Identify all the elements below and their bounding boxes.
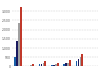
Bar	[81, 54, 83, 66]
Bar	[53, 65, 55, 66]
Bar	[32, 64, 34, 66]
Bar	[78, 59, 79, 66]
Bar	[44, 61, 46, 66]
Bar	[41, 64, 42, 66]
Bar	[14, 57, 16, 66]
Bar	[65, 63, 67, 66]
Bar	[16, 41, 18, 66]
Bar	[18, 23, 20, 66]
Bar	[80, 57, 81, 66]
Bar	[30, 65, 32, 66]
Bar	[51, 65, 53, 66]
Bar	[67, 63, 69, 66]
Bar	[55, 64, 57, 66]
Bar	[69, 60, 71, 66]
Bar	[63, 64, 65, 66]
Bar	[42, 63, 44, 66]
Bar	[39, 64, 40, 66]
Bar	[20, 7, 22, 66]
Bar	[76, 61, 77, 66]
Bar	[57, 63, 59, 66]
